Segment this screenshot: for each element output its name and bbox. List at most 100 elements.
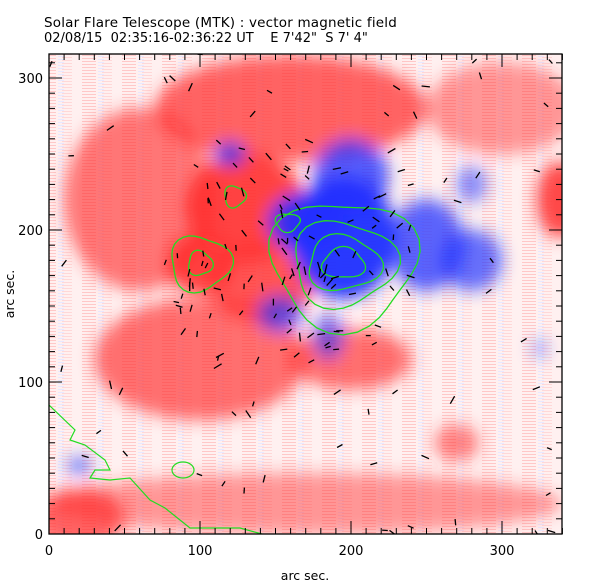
vector-layer [49, 54, 556, 534]
field-vector [241, 229, 248, 237]
field-vector [348, 292, 357, 296]
field-vector [406, 274, 415, 279]
field-vector [298, 332, 302, 342]
field-vector [273, 313, 278, 319]
field-vector [368, 270, 374, 276]
field-vector [293, 236, 299, 242]
y-tick-label: 300 [18, 72, 43, 87]
field-vector [333, 389, 341, 395]
negative-region-2 [313, 138, 389, 215]
field-vector [316, 261, 321, 271]
field-vector [383, 111, 390, 117]
field-vector [215, 139, 222, 145]
field-vector [240, 187, 245, 197]
field-vector [392, 389, 398, 395]
field-vector [330, 275, 339, 280]
contour-line [171, 235, 235, 294]
field-vector [49, 61, 53, 68]
field-vector [290, 268, 295, 277]
field-vector [303, 266, 307, 276]
field-vector [389, 285, 395, 291]
x-tick-label: 200 [339, 544, 364, 559]
tick-layer [48, 54, 563, 535]
negative-region-5 [456, 166, 487, 203]
contour-line [49, 404, 263, 534]
field-vector [280, 173, 287, 178]
x-tick-label: 100 [188, 544, 213, 559]
field-vector [188, 82, 193, 92]
x-tick-label: 0 [45, 544, 53, 559]
field-vector [547, 529, 556, 534]
field-vector [301, 150, 309, 153]
positive-region-7 [536, 161, 562, 238]
field-vector [249, 177, 256, 184]
field-vector [362, 205, 370, 212]
positive-region-4 [64, 108, 216, 291]
field-vector [61, 259, 67, 267]
field-vector [372, 216, 380, 223]
field-vector [277, 238, 280, 245]
field-vector [352, 250, 357, 259]
field-vector [224, 191, 228, 201]
field-vector [266, 89, 273, 94]
field-vector [286, 307, 293, 312]
field-vector [296, 261, 301, 270]
positive-region-6 [290, 328, 412, 390]
field-vector [193, 163, 199, 168]
field-vector [421, 454, 430, 460]
field-vector [189, 304, 193, 312]
field-vector [257, 220, 264, 226]
field-vector [471, 58, 478, 64]
contour-line [308, 232, 385, 292]
field-vector [283, 168, 289, 172]
field-vector [204, 262, 209, 269]
field-vector [385, 268, 389, 277]
field-vector [378, 193, 387, 199]
field-vector [288, 319, 292, 326]
x-axis-label: arc sec. [281, 568, 329, 583]
field-vector [336, 443, 343, 449]
field-vector [218, 213, 225, 221]
field-vector [173, 300, 180, 304]
field-vector [200, 260, 204, 267]
field-vector [280, 348, 288, 351]
field-vector [175, 304, 183, 308]
y-tick-label: 100 [18, 376, 43, 391]
positive-region-3 [154, 55, 427, 162]
field-vector [203, 288, 206, 296]
field-vector [118, 387, 124, 396]
field-vector [485, 288, 492, 294]
field-vector [371, 341, 378, 346]
field-vector [265, 152, 272, 161]
tick-label-layer: 0 100 200 300 0 100 200 300 [18, 72, 514, 559]
negative-region-7 [313, 313, 344, 360]
field-vector [407, 183, 414, 187]
field-vector [294, 202, 301, 211]
positive-region-9 [434, 424, 480, 462]
field-vector [475, 171, 481, 179]
field-vector [316, 214, 322, 218]
contour-line [187, 249, 214, 277]
y-tick-label: 0 [35, 528, 43, 543]
field-vector [534, 530, 539, 534]
field-vector [208, 312, 212, 319]
negative-region-6 [257, 295, 303, 332]
field-vector [169, 75, 176, 82]
field-vector [407, 525, 414, 529]
field-vector [255, 356, 260, 365]
y-axis-label: arc sec. [2, 270, 17, 318]
field-vector [191, 282, 194, 289]
field-vector [216, 355, 220, 361]
field-vector [546, 447, 552, 451]
field-vector [412, 111, 418, 119]
field-vector [293, 352, 300, 358]
field-vector [347, 219, 354, 223]
field-vector [308, 235, 315, 240]
field-vector [163, 259, 167, 266]
field-vector [453, 199, 462, 204]
contour-line [171, 461, 195, 479]
field-vector [280, 209, 284, 219]
field-vector [281, 247, 288, 256]
field-vector [60, 365, 64, 372]
